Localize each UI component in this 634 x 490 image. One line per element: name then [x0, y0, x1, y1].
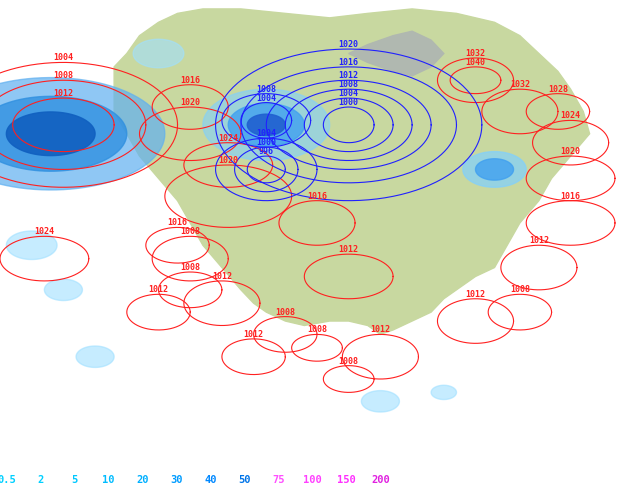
Text: © weatheronline.co.uk: © weatheronline.co.uk — [496, 475, 628, 485]
Text: 1008: 1008 — [275, 308, 295, 317]
Text: 1008: 1008 — [256, 85, 276, 94]
Text: 1012: 1012 — [212, 272, 232, 281]
Text: 1012: 1012 — [243, 330, 264, 339]
Text: 1016: 1016 — [307, 192, 327, 201]
Text: 1008: 1008 — [53, 71, 74, 80]
Text: 1000: 1000 — [339, 98, 359, 107]
Text: 1004: 1004 — [256, 94, 276, 102]
Text: 1020: 1020 — [560, 147, 581, 156]
Text: 1012: 1012 — [148, 285, 169, 294]
Text: 0.5: 0.5 — [0, 475, 16, 485]
Text: 1004: 1004 — [256, 129, 276, 138]
Text: 1012: 1012 — [465, 290, 486, 299]
Polygon shape — [203, 89, 330, 161]
Text: 1000: 1000 — [256, 138, 276, 147]
Text: 1020: 1020 — [180, 98, 200, 107]
Text: 100: 100 — [303, 475, 322, 485]
Polygon shape — [361, 391, 399, 412]
Text: 40: 40 — [204, 475, 217, 485]
Text: 1004: 1004 — [339, 89, 359, 98]
Text: 75: 75 — [272, 475, 285, 485]
Polygon shape — [247, 114, 285, 136]
Text: 1008: 1008 — [180, 263, 200, 272]
Polygon shape — [228, 103, 304, 146]
Polygon shape — [463, 151, 526, 187]
Text: 1004: 1004 — [53, 53, 74, 62]
Text: 50: 50 — [238, 475, 250, 485]
Text: 1012: 1012 — [339, 71, 359, 80]
Text: 1040: 1040 — [465, 58, 486, 67]
Text: 2: 2 — [37, 475, 44, 485]
Text: 1008: 1008 — [307, 325, 327, 334]
Text: 20: 20 — [136, 475, 148, 485]
Text: 1012: 1012 — [53, 89, 74, 98]
Text: 30: 30 — [170, 475, 183, 485]
Text: 1016: 1016 — [560, 192, 581, 201]
Polygon shape — [6, 112, 95, 156]
Text: 1016: 1016 — [339, 58, 359, 67]
Text: 1032: 1032 — [510, 80, 530, 89]
Text: 1012: 1012 — [339, 245, 359, 254]
Polygon shape — [0, 97, 127, 171]
Polygon shape — [431, 385, 456, 399]
Text: 5: 5 — [71, 475, 77, 485]
Text: 1024: 1024 — [560, 111, 581, 121]
Polygon shape — [114, 9, 590, 334]
Text: 1012: 1012 — [529, 236, 549, 245]
Text: Fr 20-09-2024 12:00 UTC (06+06): Fr 20-09-2024 12:00 UTC (06+06) — [407, 452, 628, 465]
Text: 1008: 1008 — [180, 227, 200, 236]
Text: 996: 996 — [259, 147, 274, 156]
Polygon shape — [0, 77, 165, 190]
Text: 1024: 1024 — [34, 227, 55, 236]
Polygon shape — [133, 39, 184, 68]
Polygon shape — [76, 346, 114, 368]
Text: 1028: 1028 — [548, 85, 568, 94]
Text: 1008: 1008 — [339, 357, 359, 366]
Polygon shape — [44, 279, 82, 300]
Text: 1020: 1020 — [218, 156, 238, 165]
Polygon shape — [476, 159, 514, 180]
Text: 1024: 1024 — [218, 134, 238, 143]
Text: 1016: 1016 — [180, 76, 200, 85]
Text: 1016: 1016 — [167, 219, 188, 227]
Text: 1008: 1008 — [510, 285, 530, 294]
Text: 1008: 1008 — [339, 80, 359, 89]
Text: Precipitation accum. [mm] ECMWF: Precipitation accum. [mm] ECMWF — [6, 452, 227, 465]
Text: 200: 200 — [371, 475, 390, 485]
Text: 150: 150 — [337, 475, 356, 485]
Text: 1012: 1012 — [370, 325, 391, 334]
Text: 1020: 1020 — [339, 40, 359, 49]
Polygon shape — [6, 231, 57, 260]
Text: 1032: 1032 — [465, 49, 486, 58]
Text: 10: 10 — [102, 475, 115, 485]
Polygon shape — [349, 31, 444, 76]
